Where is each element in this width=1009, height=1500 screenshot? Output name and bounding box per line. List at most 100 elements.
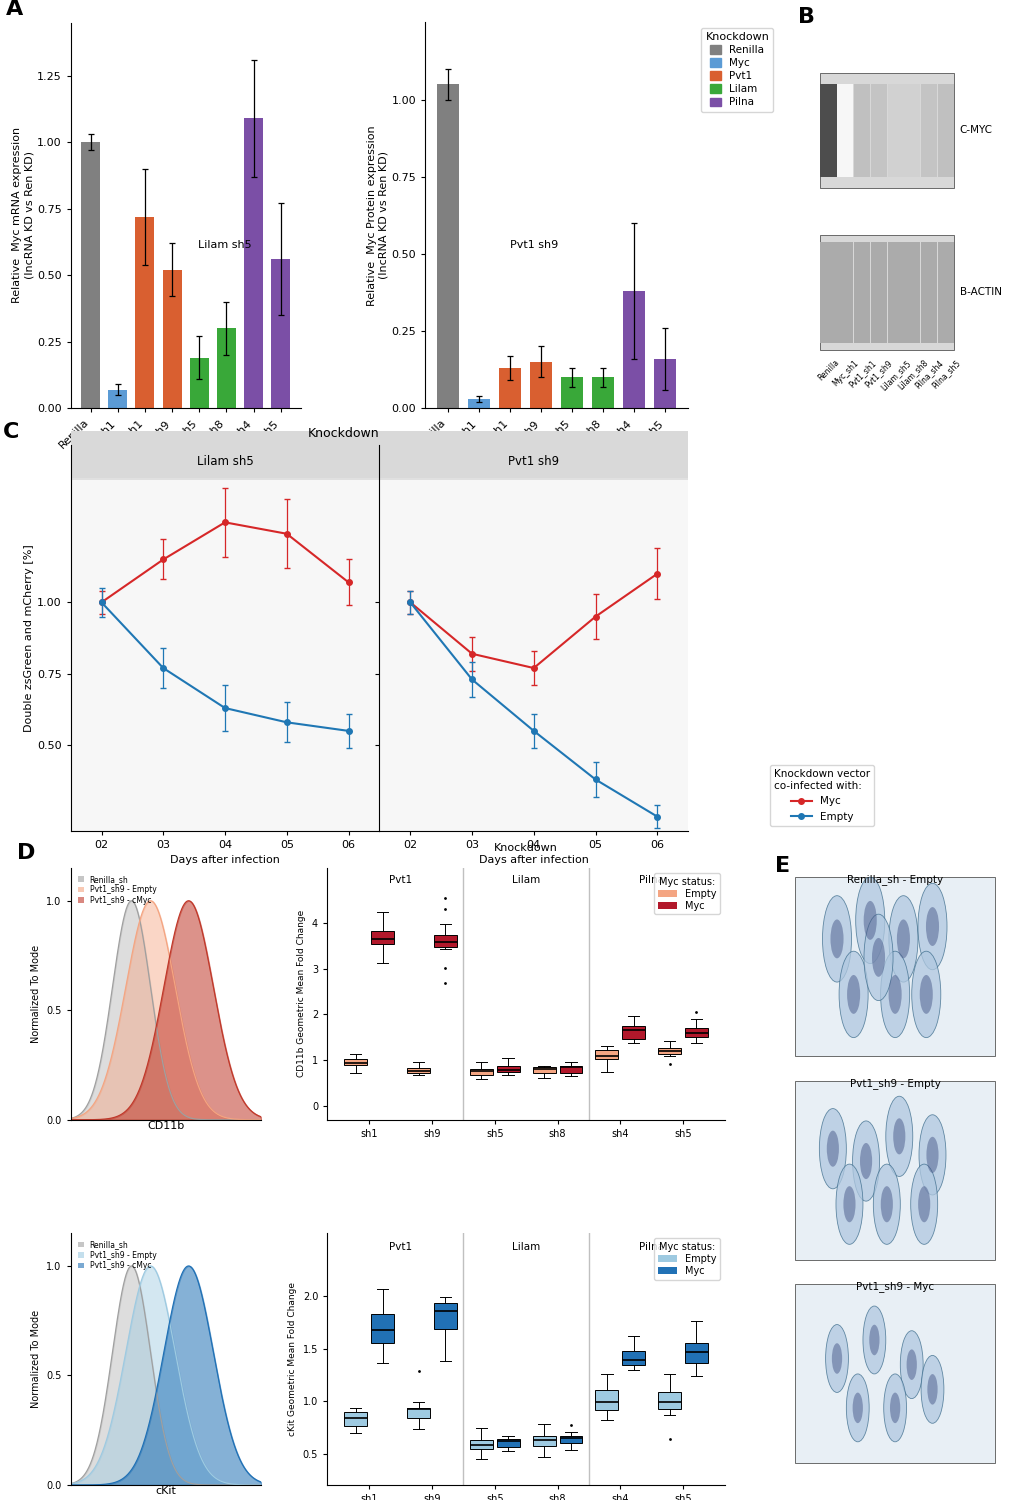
Circle shape xyxy=(874,1164,900,1245)
Text: Pvt1 sh9: Pvt1 sh9 xyxy=(510,240,558,249)
Bar xyxy=(108,390,127,408)
Bar xyxy=(904,84,920,177)
Circle shape xyxy=(921,1356,943,1424)
Title: Knockdown: Knockdown xyxy=(494,843,558,854)
Bar xyxy=(837,243,854,342)
Y-axis label: Relative  Myc Protein expression
(lncRNA KD vs Ren KD): Relative Myc Protein expression (lncRNA … xyxy=(367,124,388,306)
Bar xyxy=(624,291,645,408)
PathPatch shape xyxy=(344,1412,367,1426)
Text: Pilna_sh4: Pilna_sh4 xyxy=(913,358,945,390)
Bar xyxy=(592,378,614,408)
Text: Pilna: Pilna xyxy=(639,874,664,885)
Text: Renilla_sh - Empty: Renilla_sh - Empty xyxy=(848,874,943,885)
Circle shape xyxy=(881,951,910,1038)
PathPatch shape xyxy=(533,1436,556,1446)
Bar xyxy=(81,142,100,408)
Bar xyxy=(820,84,836,177)
PathPatch shape xyxy=(533,1066,556,1072)
X-axis label: Knockdown: Knockdown xyxy=(521,470,592,483)
Bar xyxy=(561,378,583,408)
Text: Lilam: Lilam xyxy=(512,1242,540,1251)
Bar xyxy=(820,72,955,189)
Circle shape xyxy=(886,1096,913,1176)
PathPatch shape xyxy=(496,1438,520,1446)
Bar xyxy=(921,84,937,177)
Bar xyxy=(937,243,954,342)
Bar xyxy=(795,1284,995,1464)
X-axis label: Days after infection: Days after infection xyxy=(479,855,588,865)
PathPatch shape xyxy=(407,1068,430,1072)
Bar xyxy=(531,362,552,408)
Text: Lilam_sh5: Lilam_sh5 xyxy=(879,358,912,392)
Text: E: E xyxy=(775,855,790,876)
X-axis label: CD11b: CD11b xyxy=(147,1120,185,1131)
Circle shape xyxy=(863,1306,886,1374)
Legend: Empty, Myc: Empty, Myc xyxy=(654,1238,720,1280)
Text: Lilam_sh8: Lilam_sh8 xyxy=(896,358,929,392)
Circle shape xyxy=(869,1324,880,1356)
Bar xyxy=(190,357,209,408)
Circle shape xyxy=(897,920,910,958)
PathPatch shape xyxy=(407,1407,430,1418)
Y-axis label: CD11b Geometric Mean Fold Change: CD11b Geometric Mean Fold Change xyxy=(298,910,307,1077)
Text: Pvt1: Pvt1 xyxy=(389,874,412,885)
Bar xyxy=(854,243,870,342)
Bar xyxy=(904,243,920,342)
Legend: Renilla_sh, Pvt1_sh9 - Empty, Pvt1_sh9 - cMyc: Renilla_sh, Pvt1_sh9 - Empty, Pvt1_sh9 -… xyxy=(75,1238,159,1274)
PathPatch shape xyxy=(560,1065,582,1072)
Text: C-MYC: C-MYC xyxy=(960,126,993,135)
X-axis label: cKit: cKit xyxy=(155,1486,177,1497)
Text: Pilna_sh5: Pilna_sh5 xyxy=(930,358,962,390)
Bar xyxy=(871,84,887,177)
Circle shape xyxy=(839,951,868,1038)
Text: Pvt1_sh9 - Empty: Pvt1_sh9 - Empty xyxy=(850,1077,940,1089)
Text: Pilna: Pilna xyxy=(639,1242,664,1251)
Circle shape xyxy=(918,884,947,969)
Circle shape xyxy=(830,920,844,958)
Text: Pvt1_sh9: Pvt1_sh9 xyxy=(864,358,894,388)
Bar xyxy=(820,234,955,351)
PathPatch shape xyxy=(371,932,394,944)
Bar xyxy=(888,243,903,342)
Circle shape xyxy=(825,1324,849,1392)
Circle shape xyxy=(881,1186,893,1222)
Circle shape xyxy=(826,1131,838,1167)
PathPatch shape xyxy=(434,934,457,946)
Circle shape xyxy=(911,1164,937,1245)
Bar xyxy=(379,446,688,480)
Circle shape xyxy=(856,878,885,963)
Bar xyxy=(217,328,236,408)
Text: Lilam sh5: Lilam sh5 xyxy=(198,240,252,249)
Circle shape xyxy=(900,1330,923,1398)
Legend: Myc, Empty: Myc, Empty xyxy=(770,765,875,825)
Text: B: B xyxy=(798,8,815,27)
Circle shape xyxy=(822,896,852,983)
Y-axis label: cKit Geometric Mean Fold Change: cKit Geometric Mean Fold Change xyxy=(289,1282,298,1436)
Circle shape xyxy=(847,1374,869,1442)
PathPatch shape xyxy=(560,1436,582,1443)
PathPatch shape xyxy=(595,1390,619,1410)
Text: B-ACTIN: B-ACTIN xyxy=(960,288,1002,297)
Text: Myc_sh1: Myc_sh1 xyxy=(830,358,860,387)
Circle shape xyxy=(889,896,918,983)
Circle shape xyxy=(918,1186,930,1222)
Y-axis label: Normalized To Mode: Normalized To Mode xyxy=(30,945,40,1042)
PathPatch shape xyxy=(470,1070,492,1076)
Circle shape xyxy=(889,975,902,1014)
Bar xyxy=(162,270,182,408)
Circle shape xyxy=(926,908,939,946)
PathPatch shape xyxy=(623,1352,645,1365)
Bar xyxy=(921,243,937,342)
Bar xyxy=(468,399,490,408)
Circle shape xyxy=(836,1164,863,1245)
Bar xyxy=(71,446,379,480)
X-axis label: Knockdown: Knockdown xyxy=(150,470,221,483)
Text: Lilam: Lilam xyxy=(512,874,540,885)
Y-axis label: Double zsGreen and mCherry [%]: Double zsGreen and mCherry [%] xyxy=(24,544,34,732)
Text: Pvt1 sh9: Pvt1 sh9 xyxy=(509,456,559,468)
Bar xyxy=(655,358,676,408)
Circle shape xyxy=(907,1350,917,1380)
PathPatch shape xyxy=(685,1344,708,1364)
PathPatch shape xyxy=(658,1048,681,1054)
PathPatch shape xyxy=(595,1050,619,1059)
